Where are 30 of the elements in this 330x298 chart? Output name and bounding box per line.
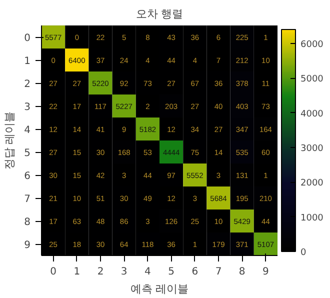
y-tick-label: 5 xyxy=(24,148,31,159)
y-axis-title: 정답 레이블 xyxy=(3,111,16,170)
x-tick-label: 1 xyxy=(74,266,80,278)
x-tick-label: 6 xyxy=(192,266,198,278)
y-tick-label: 2 xyxy=(24,79,31,90)
x-tick-label: 2 xyxy=(97,266,104,278)
x-tick-label: 4 xyxy=(144,266,151,278)
color-bar-label: 6000 xyxy=(300,40,324,50)
y-tick-label: 6 xyxy=(24,171,31,182)
y-tick-label: 3 xyxy=(24,102,31,113)
x-tick-label: 0 xyxy=(50,266,56,278)
x-tick-label: 3 xyxy=(120,266,128,278)
x-tick-label: 5 xyxy=(168,266,174,278)
x-axis-title: 예측 레이블 xyxy=(130,282,189,296)
color-bar-label: 3000 xyxy=(300,144,324,154)
color-bar-label: 0 xyxy=(300,248,306,258)
x-tick-label: 9 xyxy=(262,266,269,278)
color-bar-label: 4000 xyxy=(300,109,324,120)
color-bar-label: 1000 xyxy=(300,213,324,224)
y-tick-label: 7 xyxy=(24,194,31,205)
y-tick-label: 8 xyxy=(24,217,31,228)
y-tick-label: 1 xyxy=(24,56,31,67)
y-tick-label: 0 xyxy=(24,33,31,44)
y-tick-label: 4 xyxy=(24,125,31,136)
y-tick-label: 9 xyxy=(24,240,31,251)
color-bar-label: 5000 xyxy=(300,74,324,85)
color-bar-label: 2000 xyxy=(300,178,324,189)
chart-title: 오차 행렬 xyxy=(136,8,184,20)
x-tick-label: 8 xyxy=(238,266,246,278)
x-tick-label: 7 xyxy=(215,266,222,278)
